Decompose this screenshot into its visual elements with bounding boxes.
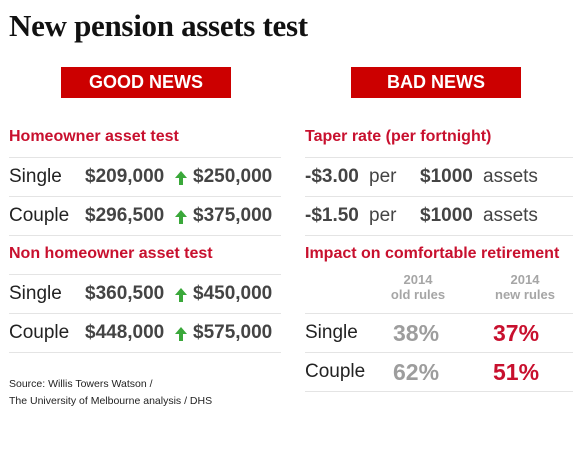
source-line-2: The University of Melbourne analysis / D… bbox=[9, 395, 213, 407]
up-arrow-icon bbox=[175, 171, 187, 185]
taper-unit: assets bbox=[483, 166, 538, 187]
new-value: $250,000 bbox=[193, 166, 273, 187]
up-arrow-icon bbox=[175, 210, 187, 224]
taper-rate: -$3.00 bbox=[305, 166, 359, 187]
new-value: $450,000 bbox=[193, 283, 273, 304]
good-news-banner: GOOD NEWS bbox=[61, 67, 231, 98]
taper-amount: $1000 bbox=[420, 205, 473, 226]
bad-news-banner: BAD NEWS bbox=[351, 67, 521, 98]
new-rules-percent: 37% bbox=[493, 320, 540, 346]
taper-row-1: -$3.00 per $1000 assets bbox=[305, 157, 573, 196]
non-homeowner-heading: Non homeowner asset test bbox=[9, 245, 213, 262]
new-value: $375,000 bbox=[193, 205, 273, 226]
new-value: $575,000 bbox=[193, 322, 273, 343]
row-label: Couple bbox=[305, 361, 366, 382]
old-rules-column-header: 2014 old rules bbox=[378, 272, 458, 302]
taper-rate-heading: Taper rate (per fortnight) bbox=[305, 128, 492, 145]
new-rules-column-header: 2014 new rules bbox=[485, 272, 565, 302]
impact-heading: Impact on comfortable retirement bbox=[305, 245, 560, 262]
taper-amount: $1000 bbox=[420, 166, 473, 187]
row-label: Single bbox=[9, 283, 62, 304]
non-homeowner-single-row: Single $360,500 $450,000 bbox=[9, 274, 281, 313]
impact-couple-row: Couple 62% 51% bbox=[305, 352, 573, 392]
up-arrow-icon bbox=[175, 288, 187, 302]
row-label: Couple bbox=[9, 205, 70, 226]
taper-rate: -$1.50 bbox=[305, 205, 359, 226]
row-label: Couple bbox=[9, 322, 70, 343]
row-label: Single bbox=[9, 166, 62, 187]
old-rules-year: 2014 bbox=[403, 272, 433, 287]
old-value: $296,500 bbox=[85, 205, 165, 226]
source-line-1: Source: Willis Towers Watson / bbox=[9, 378, 153, 390]
homeowner-heading: Homeowner asset test bbox=[9, 128, 179, 145]
old-rules-percent: 62% bbox=[393, 359, 440, 385]
row-label: Single bbox=[305, 322, 358, 343]
taper-row-2: -$1.50 per $1000 assets bbox=[305, 196, 573, 236]
homeowner-couple-row: Couple $296,500 $375,000 bbox=[9, 196, 281, 236]
taper-per: per bbox=[369, 205, 397, 226]
old-rules-percent: 38% bbox=[393, 320, 440, 346]
new-rules-percent: 51% bbox=[493, 359, 540, 385]
old-value: $209,000 bbox=[85, 166, 165, 187]
source-note: Source: Willis Towers Watson / The Unive… bbox=[9, 376, 212, 410]
page-title: New pension assets test bbox=[9, 8, 308, 43]
homeowner-single-row: Single $209,000 $250,000 bbox=[9, 157, 281, 196]
taper-unit: assets bbox=[483, 205, 538, 226]
old-rules-label: old rules bbox=[390, 287, 446, 302]
new-rules-label: new rules bbox=[495, 287, 555, 302]
old-value: $448,000 bbox=[85, 322, 165, 343]
old-value: $360,500 bbox=[85, 283, 165, 304]
non-homeowner-couple-row: Couple $448,000 $575,000 bbox=[9, 313, 281, 353]
taper-per: per bbox=[369, 166, 397, 187]
up-arrow-icon bbox=[175, 327, 187, 341]
impact-single-row: Single 38% 37% bbox=[305, 313, 573, 352]
new-rules-year: 2014 bbox=[510, 272, 540, 287]
